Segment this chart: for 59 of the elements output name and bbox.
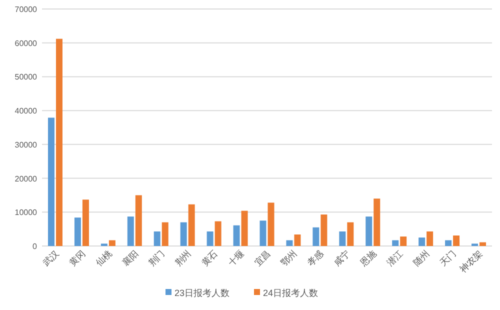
y-tick-label: 50000 [14,72,38,82]
x-tick-label: 武汉 [40,248,61,268]
bar [74,218,81,246]
bar [188,204,195,246]
bar [347,222,354,246]
bar [56,38,62,246]
x-tick-label: 随州 [411,248,432,268]
bar [162,222,168,246]
x-tick-label: 仙桃 [94,248,114,268]
y-tick-label: 60000 [14,38,38,48]
x-tick-label: 襄阳 [120,248,140,268]
bar [445,240,452,246]
x-tick-label: 天门 [438,248,458,268]
bar [480,242,486,246]
bar [268,202,274,246]
bar [392,240,399,246]
bar [180,222,187,246]
bar [374,198,380,246]
y-tick-label: 40000 [14,106,38,116]
bar [48,118,54,246]
bar [320,214,328,246]
bar [294,234,301,246]
bar [233,225,240,246]
y-tick-label: 20000 [14,174,38,184]
bar [241,210,248,246]
bar [260,220,266,246]
legend-label: 24日报考人数 [263,288,318,298]
x-tick-label: 宜昌 [252,248,272,268]
y-tick-label: 10000 [14,208,38,218]
bar [366,216,372,246]
x-tick-label: 十堰 [226,248,246,268]
bar [418,238,426,246]
y-tick-label: 30000 [14,140,38,150]
bar [82,200,89,246]
x-tick-label: 恩施 [358,248,378,269]
y-tick-label: 0 [32,242,38,251]
legend-label: 23日报考人数 [174,288,230,298]
x-tick-label: 咸宁 [332,248,352,268]
x-tick-label: 潜江 [384,248,405,268]
bar [426,231,434,246]
x-tick-label: 神农架 [458,248,484,275]
x-tick-label: 荆州 [173,248,193,268]
bar [154,231,160,246]
bar [214,221,222,246]
bar [286,240,293,246]
bar [339,231,346,246]
x-tick-label: 鄂州 [279,248,299,268]
bar [127,216,134,246]
bar [400,236,407,246]
bar [108,240,116,246]
bar [453,236,460,246]
bar [135,195,142,246]
bar [206,231,214,246]
x-tick-label: 孝感 [306,248,326,268]
x-tick-label: 黄冈 [67,248,88,268]
x-tick-label: 黄石 [200,248,220,268]
bar [312,227,320,246]
y-tick-label: 70000 [14,5,38,14]
x-tick-label: 荆门 [146,248,167,268]
